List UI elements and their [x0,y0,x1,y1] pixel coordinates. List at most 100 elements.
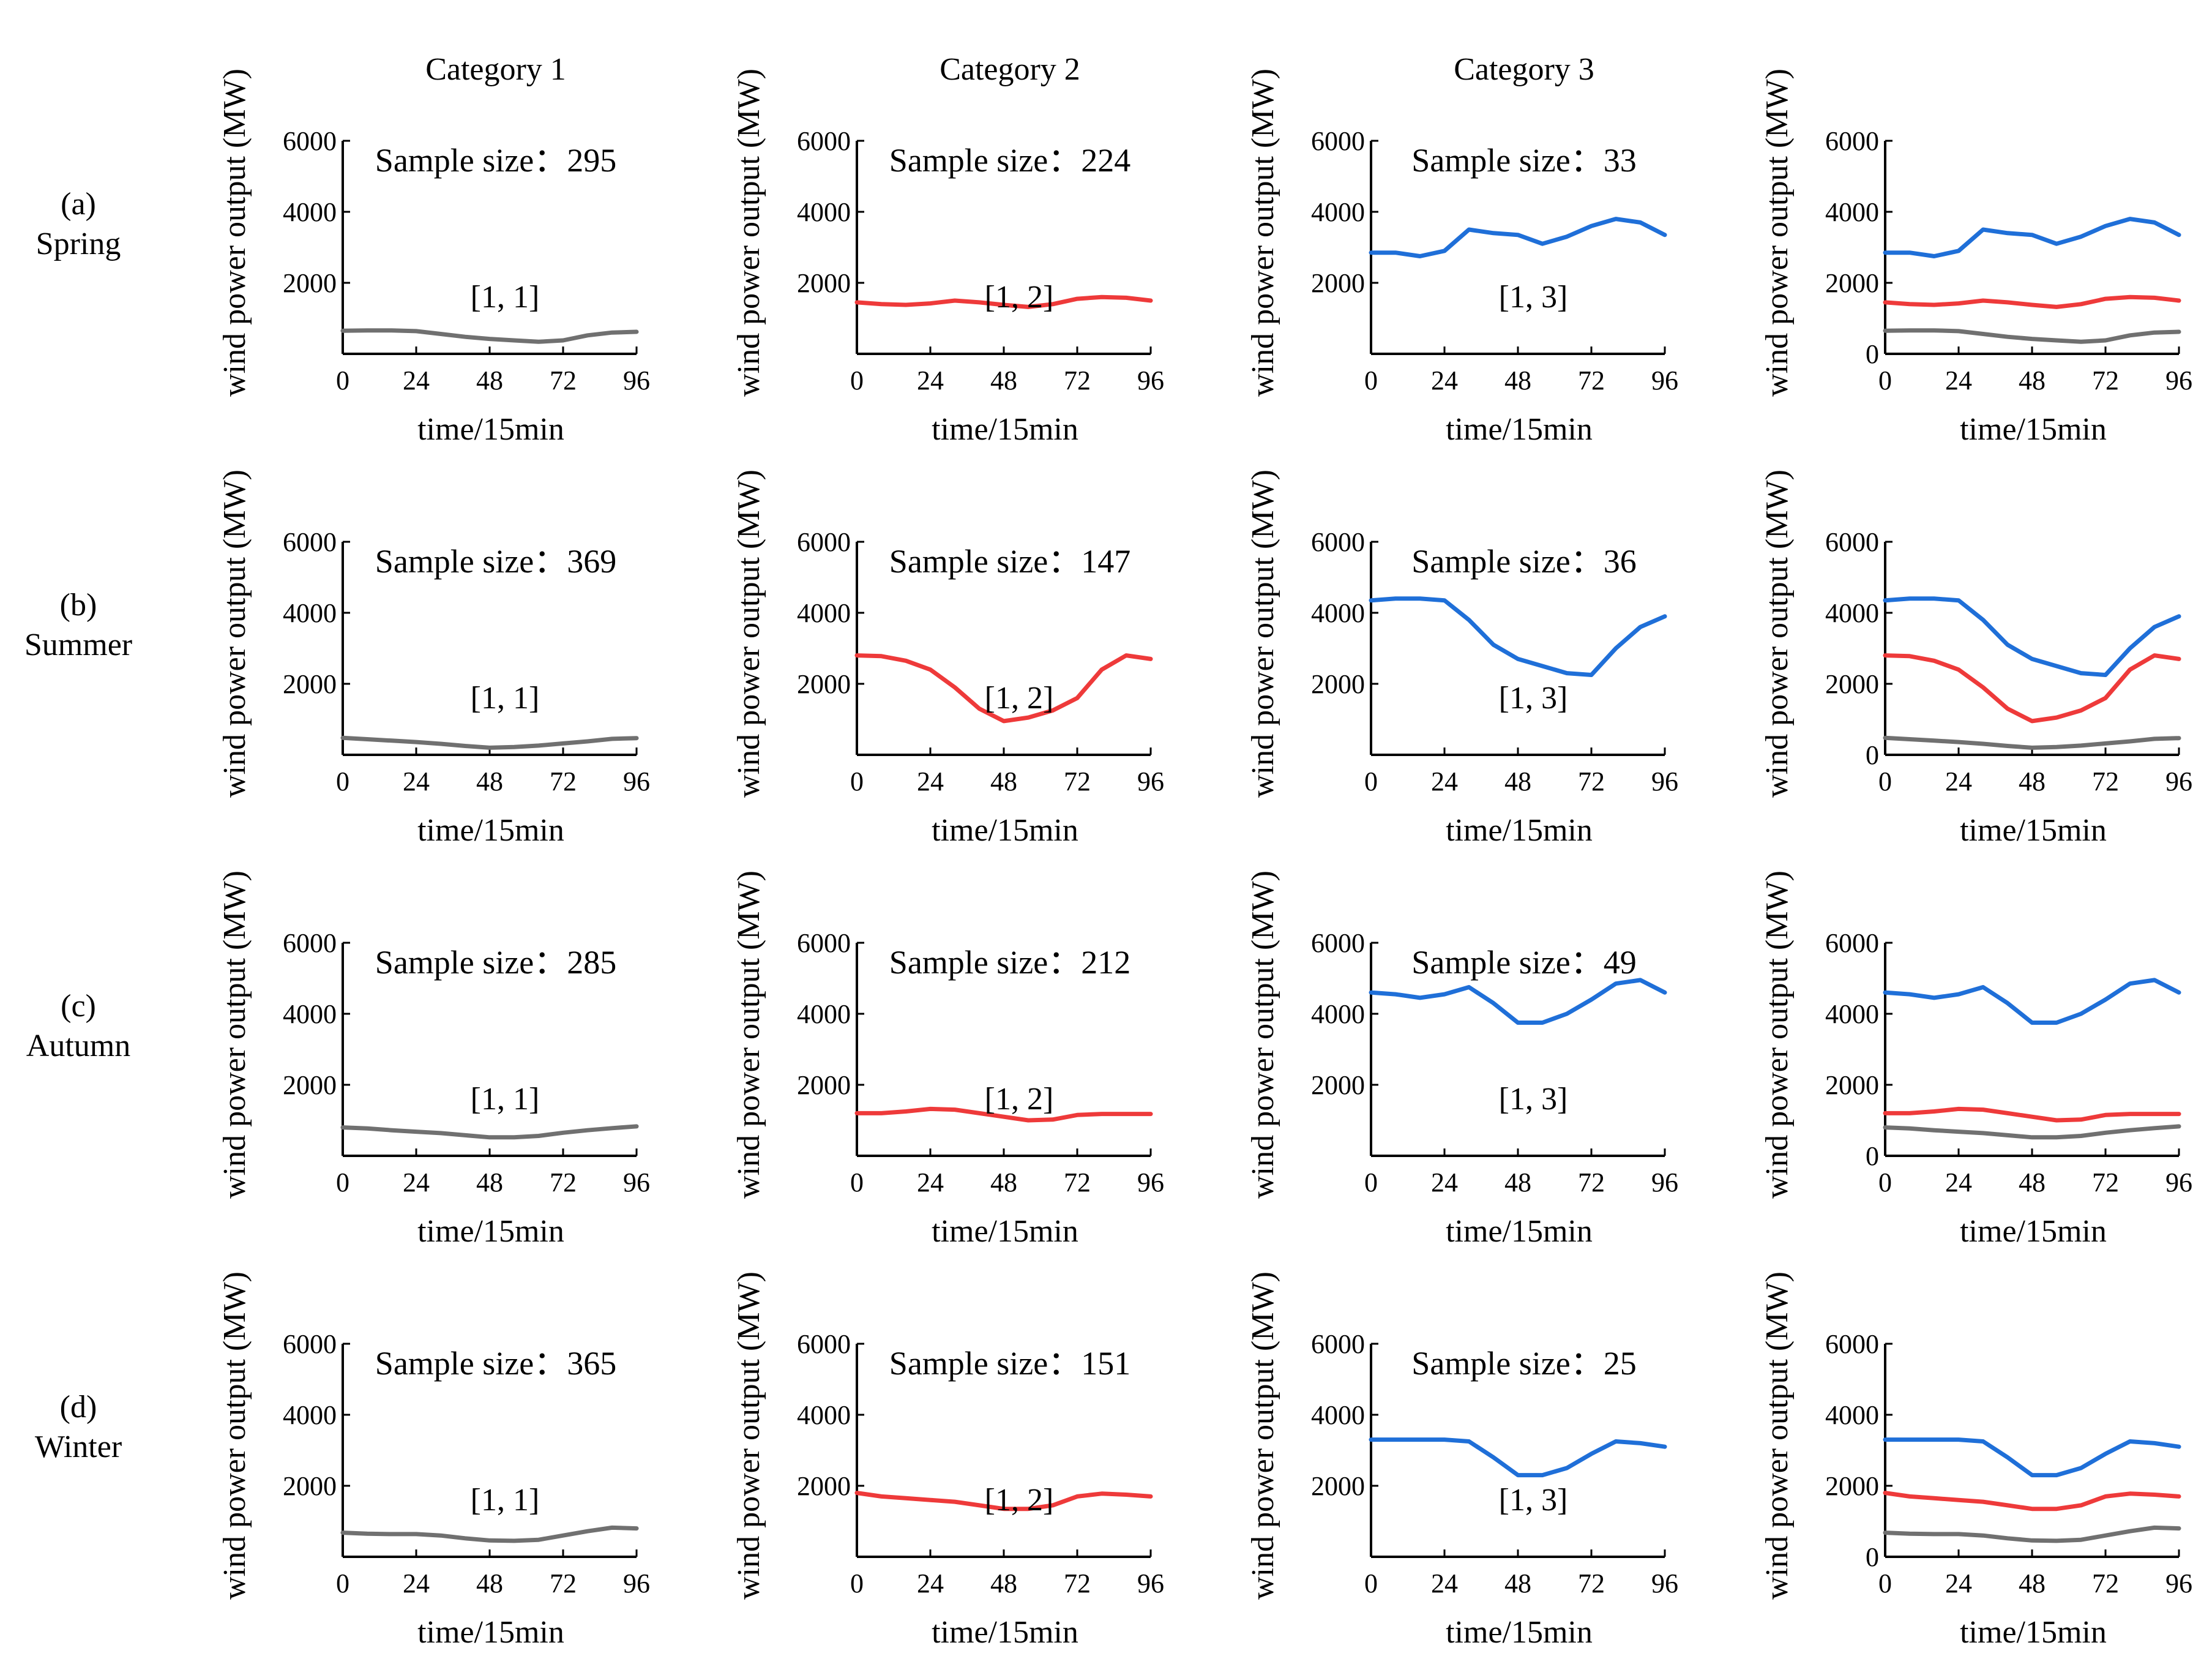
y-tick-label: 6000 [797,527,851,557]
category-tag-label: [1, 3] [1499,280,1568,315]
y-tick-label: 2000 [797,268,851,298]
column-title-3: Category 3 [1454,52,1594,87]
x-axis-title: time/15min [1960,412,2107,447]
series-line-c2 [854,1491,1153,1512]
y-tick-label: 6000 [797,928,851,958]
series-line-c2 [1883,653,2181,724]
x-tick-label: 24 [1945,766,1972,796]
x-tick-label: 0 [850,766,864,796]
x-tick-label: 48 [2019,766,2046,796]
series-line-c3 [1369,1437,1667,1478]
y-tick-label: 2000 [1825,669,1879,699]
x-tick-label: 0 [850,1568,864,1598]
y-tick-label: 0 [1866,740,1879,770]
x-tick-label: 48 [476,1167,503,1197]
y-tick-label: 2000 [1311,669,1365,699]
x-tick-label: 48 [1504,365,1531,395]
sample-size-label: Sample size：369 [375,543,616,580]
y-tick-label: 2000 [283,1471,337,1501]
x-axis-title: time/15min [932,1615,1078,1650]
x-tick-label: 0 [336,766,349,796]
x-tick-label: 72 [550,1167,577,1197]
x-tick-label: 0 [336,1568,349,1598]
row-season-2: Summer [24,627,132,662]
panel-winter-category-2: 2000 4000 6000 0 24 48 72 96 time/15min wind powe… [731,1272,1164,1650]
y-axis-title: wind power output (MW) [1760,69,1795,397]
x-tick-label: 24 [1431,1568,1458,1598]
x-axis-title: time/15min [932,412,1078,447]
x-tick-label: 96 [623,1167,650,1197]
series-line-c1 [1883,328,2181,344]
series-line-c3 [1369,978,1667,1025]
series-line-c3 [1883,978,2181,1025]
row-season-3: Autumn [26,1028,130,1063]
series-line-c2 [1883,294,2181,309]
panel-autumn-category-2: 2000 4000 6000 0 24 48 72 96 time/15min wind powe… [731,871,1164,1249]
series-line-c1 [340,328,639,344]
x-tick-label: 0 [1878,365,1892,395]
x-tick-label: 48 [2019,365,2046,395]
x-tick-label: 24 [1431,1167,1458,1197]
sample-size-label: Sample size：49 [1411,944,1636,981]
y-tick-label: 2000 [797,1471,851,1501]
sample-size-label: Sample size：285 [375,944,616,981]
x-tick-label: 72 [1578,1568,1605,1598]
y-tick-label: 4000 [1311,1400,1365,1430]
x-tick-label: 96 [1651,1568,1678,1598]
x-tick-label: 96 [623,1568,650,1598]
y-tick-label: 6000 [797,1329,851,1359]
y-tick-label: 2000 [1825,268,1879,298]
category-tag-label: [1, 1] [471,681,540,716]
x-tick-label: 24 [917,766,944,796]
sample-size-label: Sample size：147 [889,543,1130,580]
category-tag-label: [1, 3] [1499,1483,1568,1518]
x-axis-title: time/15min [1960,1214,2107,1249]
category-tag-label: [1, 2] [985,1082,1054,1117]
panel-winter-category-1: 2000 4000 6000 0 24 48 72 96 time/15min wind powe… [217,1272,650,1650]
series-line-c1 [340,735,639,750]
series-line-c1 [340,1124,639,1140]
category-tag-label: [1, 1] [471,1483,540,1518]
y-axis-title: wind power output (MW) [1246,470,1280,798]
y-tick-label: 2000 [797,669,851,699]
x-tick-label: 72 [2092,1167,2119,1197]
x-tick-label: 24 [1431,365,1458,395]
y-tick-label: 4000 [283,197,337,227]
x-tick-label: 24 [403,1568,430,1598]
y-tick-label: 6000 [1311,1329,1365,1359]
y-tick-label: 6000 [797,126,851,156]
y-axis-title: wind power output (MW) [1760,1272,1795,1600]
y-tick-label: 4000 [1825,598,1879,628]
panel-spring-category-3: 2000 4000 6000 0 24 48 72 96 time/15min wind powe… [1246,69,1678,447]
x-tick-label: 24 [1945,1167,1972,1197]
y-axis-title: wind power output (MW) [1246,871,1280,1199]
y-axis-title: wind power output (MW) [1246,1272,1280,1600]
series-line-c2 [1883,1491,2181,1512]
y-tick-label: 2000 [283,669,337,699]
x-tick-label: 48 [1504,766,1531,796]
y-tick-label: 0 [1866,1542,1879,1572]
x-tick-label: 72 [2092,766,2119,796]
y-tick-label: 4000 [1311,197,1365,227]
panel-spring-category-2: 2000 4000 6000 0 24 48 72 96 time/15min wind powe… [731,69,1164,447]
y-tick-label: 4000 [797,197,851,227]
series-line-c2 [1883,1106,2181,1123]
y-tick-label: 6000 [283,928,337,958]
x-tick-label: 24 [917,1568,944,1598]
y-tick-label: 4000 [1825,197,1879,227]
x-tick-label: 72 [1578,766,1605,796]
x-tick-label: 24 [403,365,430,395]
category-tag-label: [1, 2] [985,280,1054,315]
panel-autumn-category-1: 2000 4000 6000 0 24 48 72 96 time/15min wind powe… [217,871,650,1249]
y-tick-label: 6000 [1311,527,1365,557]
x-tick-label: 0 [1364,1568,1378,1598]
category-tag-label: [1, 1] [471,1082,540,1117]
x-tick-label: 48 [476,365,503,395]
row-season-4: Winter [35,1429,122,1464]
y-tick-label: 4000 [1311,598,1365,628]
x-tick-label: 72 [1578,1167,1605,1197]
panel-spring-category-1: 2000 4000 6000 0 24 48 72 96 time/15min wind powe… [217,69,650,447]
x-tick-label: 48 [990,1167,1017,1197]
x-tick-label: 96 [1651,766,1678,796]
x-tick-label: 48 [990,365,1017,395]
